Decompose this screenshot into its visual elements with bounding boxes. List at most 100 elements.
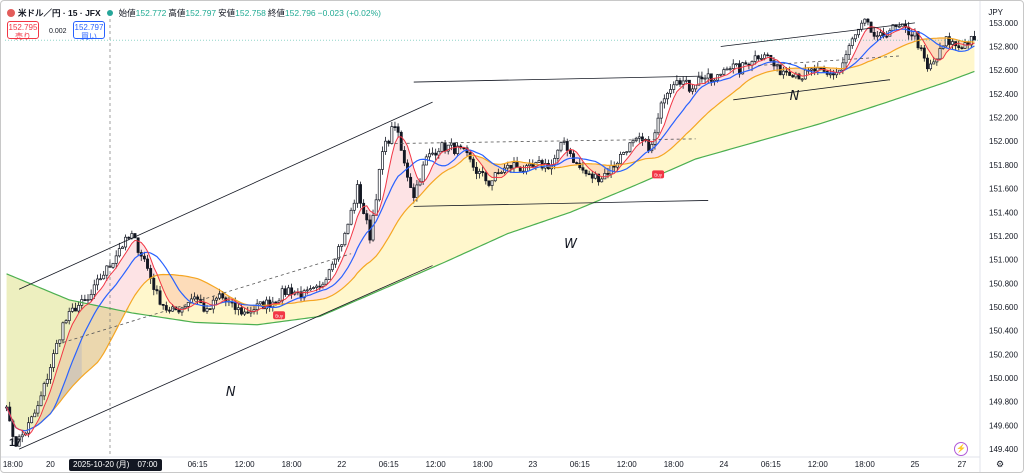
candle xyxy=(559,142,563,151)
candle xyxy=(684,79,688,82)
candle xyxy=(349,209,353,225)
market-open-icon xyxy=(106,10,113,16)
candle xyxy=(650,144,654,152)
candle xyxy=(443,142,447,152)
candle xyxy=(243,311,247,315)
candle xyxy=(64,320,68,324)
candle xyxy=(525,165,528,172)
candle xyxy=(396,126,400,133)
buy-marker xyxy=(652,170,665,179)
buy-marker-label: Buy xyxy=(654,172,663,177)
candle xyxy=(947,36,951,45)
candle xyxy=(121,246,124,249)
candle xyxy=(584,169,588,175)
candle xyxy=(672,84,676,90)
buy-marker xyxy=(273,311,286,320)
candle xyxy=(860,22,864,30)
candle xyxy=(95,278,99,286)
tradingview-logo[interactable]: 17 xyxy=(9,437,22,449)
y-tick-label: 150.000 xyxy=(989,374,1018,383)
candle xyxy=(875,35,879,38)
candle xyxy=(879,32,882,37)
x-tick-label: 18:00 xyxy=(664,460,685,469)
candle xyxy=(925,57,929,70)
candle xyxy=(593,173,597,179)
y-tick-label: 151.400 xyxy=(989,208,1018,217)
candle xyxy=(753,55,757,62)
bolt-icon[interactable]: ⚡ xyxy=(954,442,968,456)
candle xyxy=(797,73,801,80)
ma-long-line xyxy=(6,70,975,326)
candle xyxy=(897,25,901,28)
x-tick-label: 06:15 xyxy=(379,460,400,469)
candle xyxy=(578,162,582,168)
candle xyxy=(731,63,735,69)
buy-button[interactable]: 152.797 買い xyxy=(73,21,105,41)
candle xyxy=(136,237,140,253)
ma-fast-line xyxy=(6,25,975,436)
candle xyxy=(233,301,237,310)
x-tick-label: 22 xyxy=(337,460,346,469)
candle xyxy=(193,296,196,300)
y-tick-label: 150.400 xyxy=(989,327,1018,336)
buy-marker-label: Buy xyxy=(275,313,284,318)
sell-button[interactable]: 152.795 売り xyxy=(7,21,39,41)
candle xyxy=(249,311,253,314)
candle xyxy=(972,35,976,41)
candle xyxy=(791,75,795,78)
candle xyxy=(763,54,767,59)
candle xyxy=(111,262,115,268)
candle xyxy=(847,45,851,56)
candle xyxy=(124,236,128,248)
x-tick-label: 25 xyxy=(910,460,919,469)
candle xyxy=(290,287,294,295)
candle xyxy=(287,287,290,295)
gear-icon[interactable]: ⚙ xyxy=(996,459,1005,469)
y-tick-label: 149.600 xyxy=(989,421,1018,430)
y-tick-label: 152.400 xyxy=(989,90,1018,99)
candle xyxy=(562,141,566,143)
candle xyxy=(800,78,804,81)
candle xyxy=(640,136,644,142)
candle xyxy=(512,162,516,169)
candle xyxy=(556,149,560,159)
candle xyxy=(929,63,933,70)
x-tick-label: 12:00 xyxy=(235,460,256,469)
open-label: 始値 xyxy=(118,8,136,18)
candle xyxy=(365,213,369,221)
candle xyxy=(52,353,56,368)
candle xyxy=(637,136,641,139)
candle xyxy=(33,412,37,418)
currency-unit[interactable]: JPY xyxy=(988,8,1003,17)
candle xyxy=(490,180,494,186)
symbol-title[interactable]: 米ドル／円 · 15 · JFX xyxy=(18,8,101,18)
candle xyxy=(528,163,532,167)
candle xyxy=(161,303,165,306)
candle xyxy=(537,160,541,163)
x-tick-label: 18:00 xyxy=(3,460,24,469)
candle xyxy=(446,144,450,152)
candle xyxy=(340,244,344,247)
crosshair-time-label: 2025-10-20 (月) 07:00 xyxy=(69,459,162,471)
candle xyxy=(719,73,723,76)
candle xyxy=(788,71,792,76)
candle xyxy=(622,152,626,155)
candle xyxy=(609,165,613,175)
cloud-yellow xyxy=(6,37,975,431)
high-value: 152.797 xyxy=(185,8,217,18)
candle xyxy=(202,302,206,312)
candle xyxy=(697,76,701,86)
candle xyxy=(853,34,857,40)
candle xyxy=(246,311,250,314)
candle xyxy=(471,158,475,168)
candle xyxy=(700,76,704,80)
candle xyxy=(919,47,923,50)
candle xyxy=(321,283,325,287)
candle xyxy=(819,67,823,70)
x-tick-label: 06:15 xyxy=(570,460,591,469)
candle xyxy=(456,145,460,154)
candle xyxy=(481,171,485,174)
candle xyxy=(355,184,359,204)
candle xyxy=(496,172,500,174)
